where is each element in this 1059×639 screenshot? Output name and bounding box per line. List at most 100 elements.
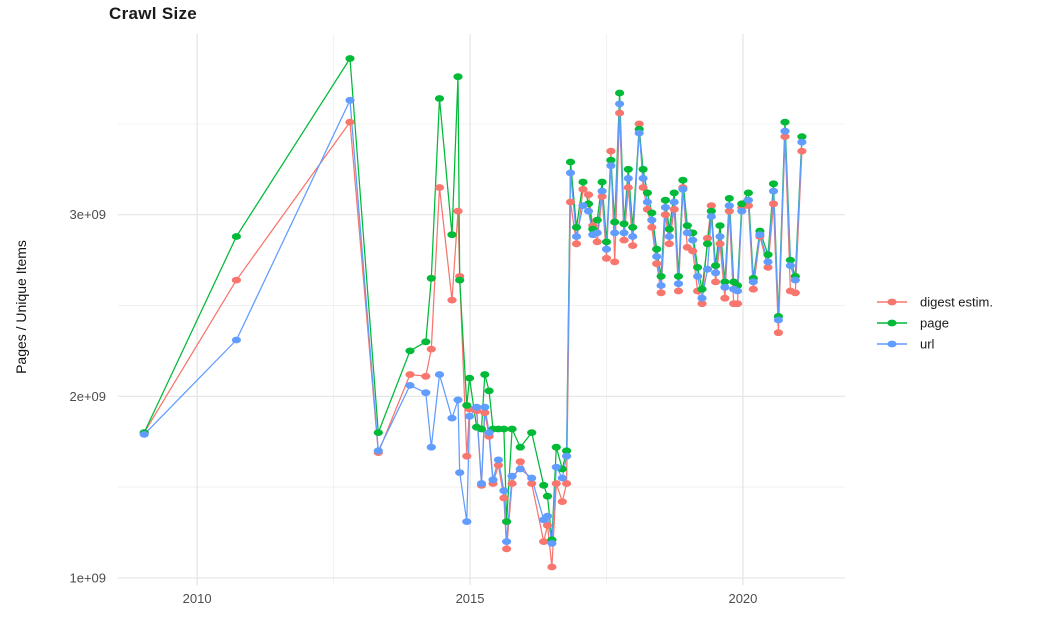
- data-point: [547, 540, 557, 547]
- data-point: [592, 238, 602, 246]
- y-tick-label: 1e+09: [69, 570, 106, 585]
- x-axis-labels: 2010 2015 2020: [183, 591, 758, 606]
- data-point: [634, 120, 644, 128]
- y-tick-label: 3e+09: [69, 207, 106, 222]
- data-point: [682, 229, 692, 237]
- data-point: [231, 336, 241, 344]
- data-point: [562, 452, 572, 460]
- series-line-digest-estim: [143, 112, 803, 568]
- data-point: [610, 218, 620, 226]
- series-points-url: [139, 96, 807, 547]
- data-point: [542, 492, 553, 500]
- data-point: [664, 225, 674, 233]
- data-point: [642, 189, 653, 197]
- legend-item-digest-estim: digest estim.: [877, 295, 993, 310]
- data-point: [551, 480, 561, 487]
- data-point: [606, 162, 616, 170]
- data-point: [571, 233, 582, 240]
- data-point: [688, 247, 698, 255]
- data-point: [447, 414, 457, 422]
- data-point: [601, 245, 612, 253]
- data-point: [462, 518, 472, 525]
- data-point: [571, 224, 582, 231]
- data-point: [660, 204, 671, 211]
- data-point: [797, 133, 807, 141]
- data-point: [615, 89, 625, 97]
- data-point: [547, 563, 557, 571]
- data-point: [743, 189, 754, 197]
- data-point: [702, 234, 713, 242]
- data-point: [455, 276, 465, 284]
- data-point: [373, 429, 383, 436]
- data-point: [464, 412, 475, 420]
- data-point: [693, 273, 703, 280]
- data-point: [527, 480, 537, 487]
- data-point: [562, 480, 572, 487]
- data-point: [557, 474, 567, 482]
- data-point: [628, 242, 638, 250]
- data-point: [480, 409, 490, 417]
- data-point: [715, 233, 725, 240]
- legend-key-point-url: [887, 340, 897, 348]
- data-point: [743, 196, 754, 204]
- data-point: [720, 283, 730, 291]
- data-point: [405, 371, 415, 378]
- data-point: [642, 198, 653, 206]
- data-point: [652, 245, 662, 253]
- x-tick-label: 2015: [456, 591, 485, 606]
- data-point: [421, 338, 431, 346]
- data-point: [502, 545, 512, 553]
- data-point: [405, 347, 415, 355]
- y-tick-label: 2e+09: [69, 389, 106, 404]
- data-point: [565, 169, 576, 177]
- data-point: [755, 231, 765, 239]
- data-point: [606, 147, 616, 155]
- data-point: [790, 289, 800, 297]
- data-point: [499, 494, 509, 502]
- legend-item-url: url: [877, 337, 935, 352]
- data-point: [231, 233, 241, 240]
- data-point: [578, 202, 588, 210]
- data-point: [426, 274, 436, 282]
- data-point: [763, 251, 773, 259]
- data-point: [345, 118, 355, 126]
- data-point: [434, 184, 445, 191]
- data-point: [623, 165, 633, 173]
- data-point: [682, 222, 692, 230]
- data-point: [724, 195, 734, 202]
- data-point: [610, 258, 620, 266]
- data-point: [480, 403, 490, 411]
- data-point: [732, 300, 743, 308]
- data-point: [711, 278, 721, 286]
- data-point: [623, 184, 633, 191]
- data-point: [715, 240, 725, 248]
- data-point: [592, 229, 602, 237]
- data-point: [515, 458, 525, 466]
- data-point: [763, 258, 773, 266]
- data-point: [780, 127, 790, 135]
- data-point: [628, 224, 638, 231]
- data-point: [656, 273, 666, 280]
- data-point: [515, 465, 525, 473]
- data-point: [773, 316, 784, 324]
- data-point: [562, 447, 572, 455]
- data-point: [711, 262, 721, 269]
- data-point: [453, 396, 463, 404]
- data-point: [790, 276, 800, 284]
- data-point: [773, 329, 784, 337]
- data-point: [455, 469, 465, 476]
- data-point: [673, 287, 684, 295]
- data-point: [583, 207, 594, 215]
- data-point: [768, 187, 779, 195]
- data-point: [780, 133, 790, 141]
- legend-key-point-digest-estim: [887, 298, 897, 306]
- data-point: [724, 202, 734, 210]
- data-point: [720, 294, 730, 302]
- legend-key-point-page: [887, 319, 897, 327]
- data-point: [647, 224, 657, 231]
- data-point: [737, 207, 747, 215]
- data-point: [462, 402, 472, 409]
- data-point: [373, 447, 383, 455]
- data-point: [539, 481, 549, 489]
